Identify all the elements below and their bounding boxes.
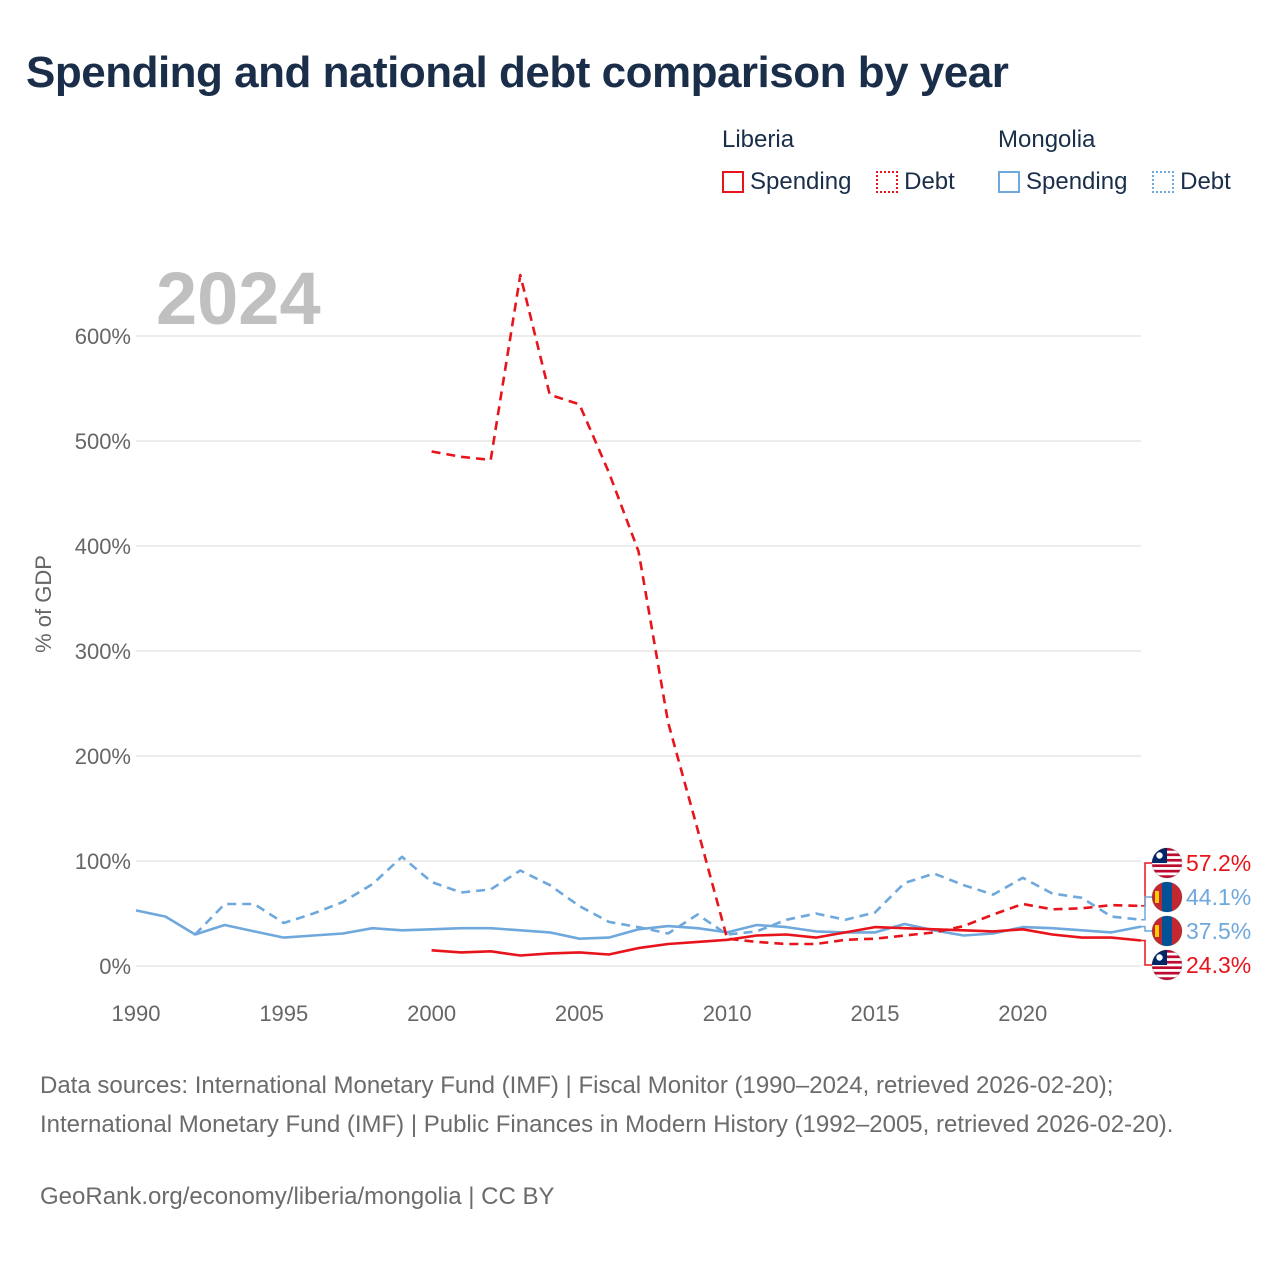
x-tick-label: 2000 [407, 1001, 456, 1026]
legend-group-mongolia: Mongolia Spending Debt [998, 126, 1231, 200]
legend-group-liberia: Liberia Spending Debt [722, 126, 973, 200]
legend-item-label: Debt [1180, 168, 1231, 195]
legend-item-label: Spending [1026, 168, 1128, 195]
legend-item-label: Debt [904, 168, 955, 195]
series-line-liberia-spending [431, 925, 1142, 957]
legend-item-label: Spending [750, 168, 852, 195]
solid-line-swatch-icon [722, 171, 744, 193]
data-sources: Data sources: International Monetary Fun… [40, 1072, 1174, 1138]
end-label-connector [1141, 862, 1152, 907]
legend-item-mongolia-debt[interactable]: Debt [1152, 168, 1231, 196]
solid-line-swatch-icon [998, 171, 1020, 193]
y-tick-label: 600% [75, 324, 131, 349]
end-label-connector [1141, 939, 1152, 966]
x-tick-label: 2010 [703, 1001, 752, 1026]
end-label-connector [1141, 925, 1152, 932]
x-tick-label: 2020 [998, 1001, 1047, 1026]
y-tick-label: 500% [75, 429, 131, 454]
legend-item-liberia-spending[interactable]: Spending [722, 168, 851, 196]
end-value-label: 24.3% [1186, 952, 1251, 978]
y-tick-label: 400% [75, 534, 131, 559]
y-tick-label: 300% [75, 639, 131, 664]
source-url[interactable]: GeoRank.org/economy/liberia/mongolia | C… [40, 1183, 555, 1210]
legend-group-title: Liberia [722, 126, 795, 153]
series-line-mongolia-spending [135, 909, 1142, 941]
liberia-flag-icon [1151, 847, 1183, 879]
liberia-flag-icon [1151, 949, 1183, 981]
series-line-liberia-debt [431, 273, 1142, 946]
x-tick-label: 2015 [850, 1001, 899, 1026]
legend-group-title: Mongolia [998, 126, 1096, 153]
end-value-label: 44.1% [1186, 884, 1251, 910]
dotted-line-swatch-icon [876, 171, 899, 193]
end-value-label: 57.2% [1186, 850, 1251, 876]
y-tick-label: 0% [99, 954, 131, 979]
mongolia-flag-icon [1151, 915, 1183, 947]
x-tick-label: 2005 [555, 1001, 604, 1026]
y-tick-label: 200% [75, 744, 131, 769]
y-tick-label: 100% [75, 849, 131, 874]
dotted-line-swatch-icon [1152, 171, 1175, 193]
legend-item-liberia-debt[interactable]: Debt [876, 168, 955, 196]
mongolia-flag-icon [1151, 881, 1183, 913]
end-label-connector [1141, 896, 1152, 921]
x-tick-label: 1990 [112, 1001, 161, 1026]
chart-title: Spending and national debt comparison by… [26, 48, 1009, 97]
y-axis-title: % of GDP [31, 555, 56, 653]
line-chart: 0% 100% 200% 300% 400% 500% 600% 1990 1995 2000 20… [31, 257, 1251, 1026]
year-watermark: 2024 [156, 257, 321, 340]
x-tick-label: 1995 [259, 1001, 308, 1026]
legend-item-mongolia-spending[interactable]: Spending [998, 168, 1127, 196]
end-value-label: 37.5% [1186, 918, 1251, 944]
series-line-mongolia-debt [194, 855, 1142, 936]
